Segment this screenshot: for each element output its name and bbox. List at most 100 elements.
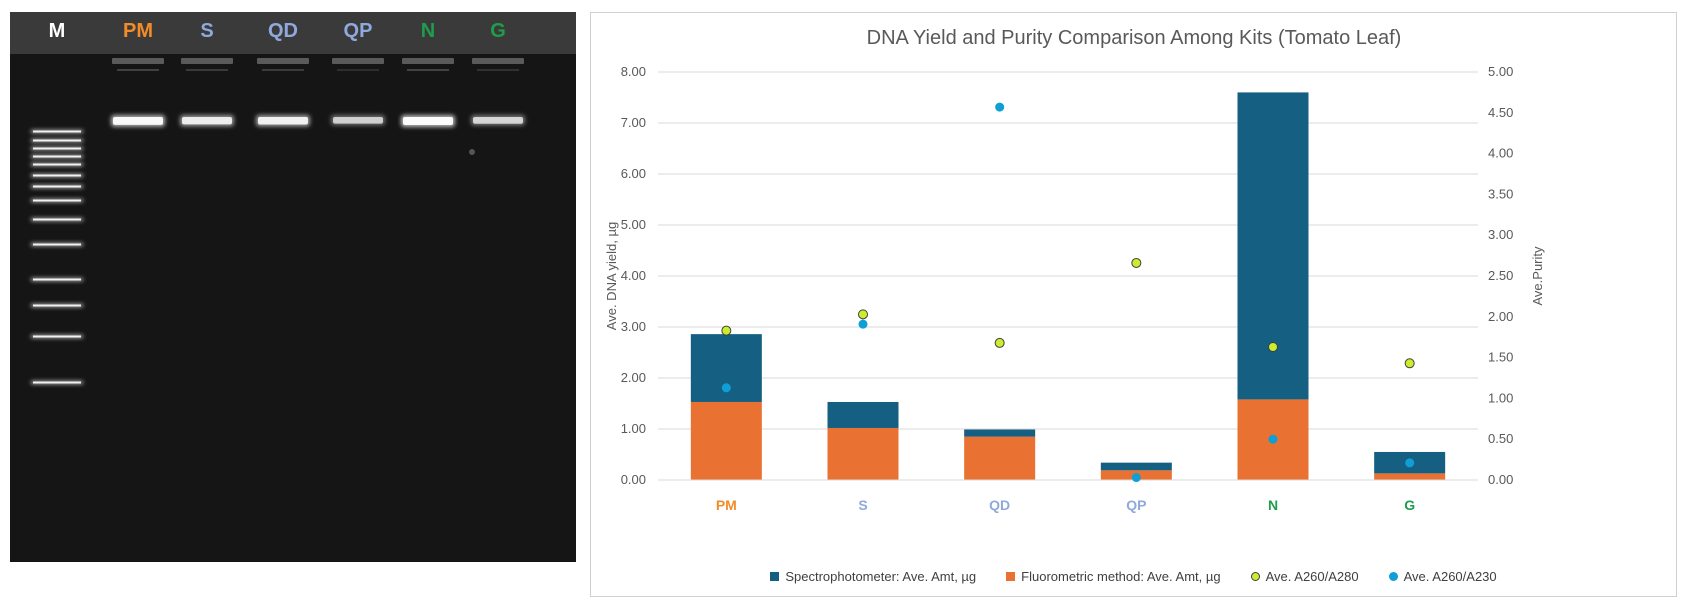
gel-lane-label-s: S	[200, 20, 214, 42]
bar-fluorometric-qd	[964, 436, 1036, 480]
point-a260-a280-qd	[994, 337, 1005, 348]
y2-tick-label: 3.50	[1488, 186, 1513, 201]
gel-lane-label-pm: PM	[123, 20, 153, 42]
gel-lane-label-m: M	[48, 20, 66, 42]
sample-band-g	[473, 117, 523, 124]
y-tick-label: 7.00	[621, 115, 646, 130]
chart-panel: DNA Yield and Purity Comparison Among Ki…	[590, 12, 1677, 597]
ladder-band-core	[33, 199, 81, 202]
x-tick-label-g: G	[1404, 497, 1415, 513]
point-a260-a230-qp	[1131, 473, 1141, 483]
gel-well	[402, 58, 454, 64]
well-smear-qp	[337, 69, 379, 71]
chart-title: DNA Yield and Purity Comparison Among Ki…	[867, 27, 1402, 49]
gel-well	[257, 58, 309, 64]
legend-label: Ave. A260/A230	[1403, 569, 1497, 584]
bar-spectrophotometer-qp	[1100, 462, 1172, 471]
gel-well	[112, 58, 164, 64]
gel-lane-label-n: N	[420, 20, 436, 42]
gel-image-panel: M PM S QD QP N G	[10, 12, 576, 562]
y-tick-label: 3.00	[621, 319, 646, 334]
sample-band-qd	[258, 117, 308, 125]
y2-tick-label: 0.00	[1488, 472, 1513, 487]
gel-speck	[469, 149, 475, 155]
y-axis-label: Ave. DNA yield, µg	[604, 222, 619, 330]
y-tick-label: 8.00	[621, 64, 646, 79]
ladder-band-core	[33, 278, 81, 281]
y-tick-label: 6.00	[621, 166, 646, 181]
legend-label: Ave. A260/A280	[1265, 569, 1359, 584]
point-a260-a230-n	[1268, 434, 1278, 444]
well-smear-g	[477, 69, 519, 71]
y2-tick-label: 2.50	[1488, 268, 1513, 283]
bar-fluorometric-s	[827, 427, 899, 480]
point-a260-a230-qd	[995, 102, 1005, 112]
gel-lane-label-g: G	[490, 20, 506, 42]
ladder-band-core	[33, 243, 81, 246]
gel-lane-header	[10, 12, 576, 54]
y-tick-label: 1.00	[621, 421, 646, 436]
x-tick-label-pm: PM	[716, 497, 737, 513]
well-smear-pm	[117, 69, 159, 71]
ladder-band-core	[33, 185, 81, 188]
ladder-band-core	[33, 304, 81, 307]
ladder-band-core	[33, 147, 81, 150]
y2-tick-label: 1.50	[1488, 350, 1513, 365]
y2-tick-label: 4.50	[1488, 105, 1513, 120]
ladder-band-core	[33, 335, 81, 338]
sample-band-n	[403, 117, 453, 125]
well-smear-n	[407, 69, 449, 71]
y2-tick-label: 2.00	[1488, 309, 1513, 324]
point-a260-a280-pm	[721, 325, 732, 336]
point-a260-a230-pm	[721, 383, 731, 393]
sample-band-s	[182, 117, 232, 125]
point-a260-a280-g	[1404, 358, 1415, 369]
y2-tick-label: 4.00	[1488, 146, 1513, 161]
gel-well	[181, 58, 233, 64]
legend-swatch	[770, 572, 780, 581]
legend-item-spectrophotometer: Spectrophotometer: Ave. Amt, µg	[770, 569, 976, 584]
well-smear-qd	[262, 69, 304, 71]
legend-item-a260-a280: Ave. A260/A280	[1250, 569, 1359, 584]
bar-fluorometric-g	[1374, 473, 1446, 480]
ladder-band-core	[33, 381, 81, 384]
gel-well	[332, 58, 384, 64]
well-smear-s	[186, 69, 228, 71]
sample-band-qp	[333, 117, 383, 124]
gel-bands	[31, 58, 525, 384]
y2-tick-label: 0.50	[1488, 431, 1513, 446]
bar-spectrophotometer-n	[1237, 92, 1309, 400]
ladder-band-core	[33, 139, 81, 142]
point-a260-a280-qp	[1131, 257, 1142, 268]
ladder-band-core	[33, 155, 81, 158]
x-tick-label-qd: QD	[989, 497, 1010, 513]
x-tick-label-n: N	[1268, 497, 1278, 513]
legend-swatch	[1250, 572, 1260, 581]
y-tick-label: 2.00	[621, 370, 646, 385]
legend-swatch	[1006, 572, 1016, 581]
point-a260-a230-s	[858, 319, 868, 329]
y-tick-label: 4.00	[621, 268, 646, 283]
combo-chart: DNA Yield and Purity Comparison Among Ki…	[604, 27, 1545, 513]
y2-axis-label: Ave.Purity	[1530, 246, 1545, 306]
bar-spectrophotometer-s	[827, 401, 899, 428]
chart-legend: Spectrophotometer: Ave. Amt, µg Fluoromet…	[591, 569, 1676, 584]
y2-tick-label: 5.00	[1488, 64, 1513, 79]
y2-tick-label: 1.00	[1488, 390, 1513, 405]
legend-swatch	[1388, 572, 1398, 581]
y2-tick-label: 3.00	[1488, 227, 1513, 242]
bar-fluorometric-pm	[690, 401, 762, 480]
gel-well	[472, 58, 524, 64]
point-a260-a280-s	[858, 309, 868, 320]
y-tick-label: 5.00	[621, 217, 646, 232]
gel-lane-label-qp: QP	[343, 20, 373, 42]
legend-label: Spectrophotometer: Ave. Amt, µg	[785, 569, 977, 584]
ladder-band-core	[33, 218, 81, 221]
legend-item-a260-a230: Ave. A260/A230	[1388, 569, 1497, 584]
legend-label: Fluorometric method: Ave. Amt, µg	[1021, 569, 1221, 584]
legend-item-fluorometric: Fluorometric method: Ave. Amt, µg	[1006, 569, 1221, 584]
bar-spectrophotometer-qd	[964, 429, 1036, 437]
x-tick-label-qp: QP	[1126, 497, 1146, 513]
x-tick-label-s: S	[858, 497, 867, 513]
ladder-band-core	[33, 163, 81, 166]
